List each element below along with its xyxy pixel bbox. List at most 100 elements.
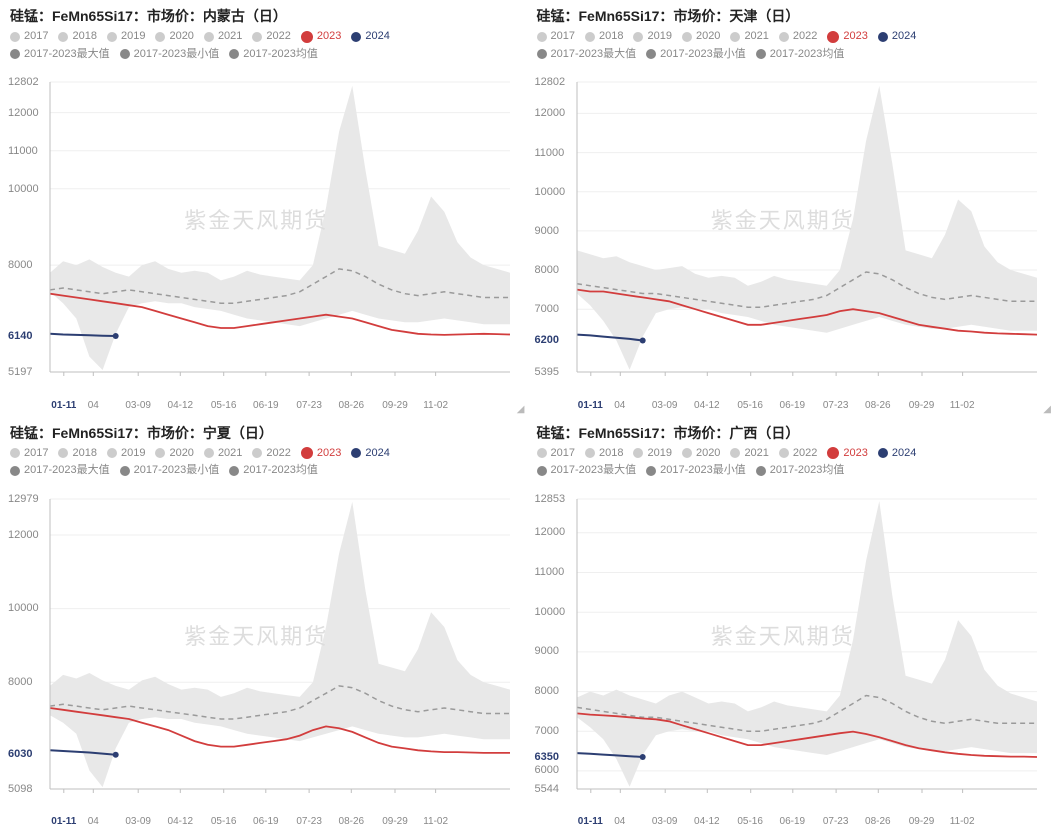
legend-item-stat[interactable]: 2017-2023最小值 xyxy=(120,462,220,480)
legend-item-2022[interactable]: 2022 xyxy=(252,445,290,463)
legend-item-2024[interactable]: 2024 xyxy=(878,28,916,46)
legend-item-2018[interactable]: 2018 xyxy=(585,445,623,463)
legend-item-stat[interactable]: 2017-2023最大值 xyxy=(10,462,110,480)
y-tick: 10000 xyxy=(535,186,566,198)
x-tick: 05-16 xyxy=(211,400,237,411)
x-tick: 06-19 xyxy=(780,816,806,827)
y-tick: 11000 xyxy=(535,566,565,578)
chart-svg xyxy=(527,489,1047,819)
y-tick: 8000 xyxy=(535,264,559,276)
y-tick: 12802 xyxy=(8,76,39,88)
x-tick-current: 01-11 xyxy=(578,816,603,827)
chart-area[interactable]: 紫金天风期货1280212000110001000080006140519701… xyxy=(0,72,527,417)
legend: 2017 2018 2019 2020 2021 2022 2023 2024 2017-202… xyxy=(537,445,1050,480)
y-tick: 5395 xyxy=(535,366,559,378)
legend-item-2017[interactable]: 2017 xyxy=(537,445,575,463)
legend-item-2020[interactable]: 2020 xyxy=(682,445,720,463)
y-tick: 8000 xyxy=(535,685,559,697)
panel-neimenggu: 硅锰：FeMn65Si17：市场价：内蒙古（日）2017201820192020… xyxy=(0,0,527,417)
chart-area[interactable]: 紫金天风期货1285312000110001000090008000700063… xyxy=(527,489,1053,833)
y-tick: 5197 xyxy=(8,366,32,378)
legend-item-2023[interactable]: 2023 xyxy=(301,28,341,46)
legend-item-2020[interactable]: 2020 xyxy=(155,28,193,46)
legend-item-stat[interactable]: 2017-2023最小值 xyxy=(646,462,746,480)
legend-item-2019[interactable]: 2019 xyxy=(107,445,145,463)
x-tick: 03-09 xyxy=(125,816,151,827)
chart-area[interactable]: 紫金天风期货12979120001000080006030509801-1104… xyxy=(0,489,527,833)
legend-item-2024[interactable]: 2024 xyxy=(351,28,389,46)
legend-item-2020[interactable]: 2020 xyxy=(155,445,193,463)
legend-item-stat[interactable]: 2017-2023最小值 xyxy=(120,46,220,64)
legend-item-2020[interactable]: 2020 xyxy=(682,28,720,46)
y-tick: 12000 xyxy=(535,107,566,119)
legend-item-2021[interactable]: 2021 xyxy=(204,445,242,463)
y-tick-current: 6030 xyxy=(8,748,32,760)
legend-item-2018[interactable]: 2018 xyxy=(58,28,96,46)
panel-title: 硅锰：FeMn65Si17：市场价：宁夏（日） xyxy=(10,423,523,443)
range-band xyxy=(577,501,1037,787)
x-tick: 04-12 xyxy=(168,400,194,411)
x-tick: 08-26 xyxy=(339,816,365,827)
legend-item-2023[interactable]: 2023 xyxy=(827,28,867,46)
legend-item-2019[interactable]: 2019 xyxy=(633,445,671,463)
latest-point xyxy=(113,751,119,757)
x-tick: 04 xyxy=(88,816,99,827)
legend-item-2023[interactable]: 2023 xyxy=(301,445,341,463)
x-tick: 04 xyxy=(88,400,99,411)
legend-item-stat[interactable]: 2017-2023最大值 xyxy=(537,462,637,480)
legend-item-2022[interactable]: 2022 xyxy=(779,28,817,46)
legend-item-2018[interactable]: 2018 xyxy=(58,445,96,463)
panel-title: 硅锰：FeMn65Si17：市场价：广西（日） xyxy=(537,423,1050,443)
chart-area[interactable]: 紫金天风期货1280212000110001000090008000700062… xyxy=(527,72,1053,417)
x-tick: 04-12 xyxy=(168,816,194,827)
x-tick: 11-02 xyxy=(950,400,975,411)
x-tick: 08-26 xyxy=(339,400,365,411)
legend-item-2022[interactable]: 2022 xyxy=(779,445,817,463)
legend-item-2018[interactable]: 2018 xyxy=(585,28,623,46)
legend-item-stat[interactable]: 2017-2023均值 xyxy=(756,462,845,480)
chart-grid: 硅锰：FeMn65Si17：市场价：内蒙古（日）2017201820192020… xyxy=(0,0,1053,833)
x-tick-current: 01-11 xyxy=(578,400,603,411)
y-tick: 8000 xyxy=(8,676,32,688)
legend-item-stat[interactable]: 2017-2023均值 xyxy=(229,462,318,480)
y-tick: 5098 xyxy=(8,783,32,795)
y-tick: 10000 xyxy=(8,183,39,195)
x-tick: 07-23 xyxy=(296,816,322,827)
legend-item-2024[interactable]: 2024 xyxy=(351,445,389,463)
legend-item-stat[interactable]: 2017-2023最小值 xyxy=(646,46,746,64)
x-tick: 09-29 xyxy=(382,816,408,827)
x-tick: 03-09 xyxy=(652,400,678,411)
y-tick-current: 6140 xyxy=(8,330,32,342)
y-tick-current: 6200 xyxy=(535,334,559,346)
y-tick: 12853 xyxy=(535,493,566,505)
x-tick-current: 01-11 xyxy=(51,816,76,827)
legend-item-2022[interactable]: 2022 xyxy=(252,28,290,46)
legend-item-2017[interactable]: 2017 xyxy=(10,445,48,463)
legend-item-2017[interactable]: 2017 xyxy=(10,28,48,46)
x-tick: 09-29 xyxy=(909,816,935,827)
panel-tianjin: 硅锰：FeMn65Si17：市场价：天津（日）20172018201920202… xyxy=(527,0,1053,417)
x-tick: 09-29 xyxy=(909,400,935,411)
legend-item-stat[interactable]: 2017-2023最大值 xyxy=(10,46,110,64)
x-tick: 08-26 xyxy=(865,816,891,827)
legend-item-stat[interactable]: 2017-2023均值 xyxy=(756,46,845,64)
x-tick: 09-29 xyxy=(382,400,408,411)
x-tick: 11-02 xyxy=(950,816,975,827)
legend-item-2021[interactable]: 2021 xyxy=(730,445,768,463)
x-tick: 05-16 xyxy=(211,816,237,827)
x-tick: 05-16 xyxy=(737,400,763,411)
x-tick: 06-19 xyxy=(253,816,279,827)
legend-item-2024[interactable]: 2024 xyxy=(878,445,916,463)
legend-item-2017[interactable]: 2017 xyxy=(537,28,575,46)
panel-title: 硅锰：FeMn65Si17：市场价：天津（日） xyxy=(537,6,1050,26)
legend-item-2019[interactable]: 2019 xyxy=(107,28,145,46)
legend-item-2019[interactable]: 2019 xyxy=(633,28,671,46)
legend-item-2021[interactable]: 2021 xyxy=(204,28,242,46)
y-tick: 5544 xyxy=(535,783,559,795)
legend-item-stat[interactable]: 2017-2023均值 xyxy=(229,46,318,64)
legend-item-stat[interactable]: 2017-2023最大值 xyxy=(537,46,637,64)
y-tick: 10000 xyxy=(535,606,566,618)
y-tick: 9000 xyxy=(535,225,559,237)
legend-item-2023[interactable]: 2023 xyxy=(827,445,867,463)
legend-item-2021[interactable]: 2021 xyxy=(730,28,768,46)
